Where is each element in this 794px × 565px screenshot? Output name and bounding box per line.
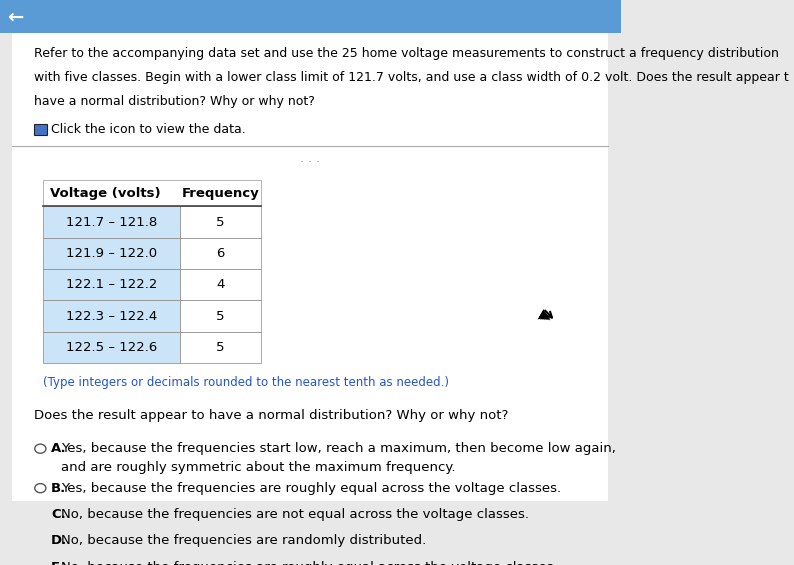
- Text: 122.3 – 122.4: 122.3 – 122.4: [66, 310, 157, 323]
- FancyBboxPatch shape: [34, 124, 47, 135]
- Text: ←: ←: [7, 7, 24, 26]
- FancyBboxPatch shape: [180, 301, 260, 332]
- Text: Voltage (volts): Voltage (volts): [49, 187, 160, 200]
- Text: E.: E.: [51, 560, 65, 565]
- Text: 121.7 – 121.8: 121.7 – 121.8: [66, 216, 157, 229]
- Text: Refer to the accompanying data set and use the 25 home voltage measurements to c: Refer to the accompanying data set and u…: [34, 46, 779, 59]
- FancyBboxPatch shape: [180, 269, 260, 301]
- Text: Click the icon to view the data.: Click the icon to view the data.: [51, 123, 245, 136]
- Text: 122.1 – 122.2: 122.1 – 122.2: [66, 279, 157, 292]
- Text: B.: B.: [51, 481, 66, 494]
- FancyBboxPatch shape: [180, 206, 260, 238]
- FancyBboxPatch shape: [44, 269, 180, 301]
- Text: with five classes. Begin with a lower class limit of 121.7 volts, and use a clas: with five classes. Begin with a lower cl…: [34, 71, 789, 84]
- Text: No, because the frequencies are not equal across the voltage classes.: No, because the frequencies are not equa…: [61, 508, 529, 521]
- Text: D.: D.: [51, 534, 67, 547]
- Circle shape: [35, 563, 46, 565]
- FancyBboxPatch shape: [44, 301, 180, 332]
- FancyBboxPatch shape: [0, 0, 621, 33]
- FancyBboxPatch shape: [44, 180, 260, 206]
- Text: ▶: ▶: [536, 307, 554, 325]
- Text: 5: 5: [216, 310, 225, 323]
- Text: No, because the frequencies are roughly equal across the voltage classes.: No, because the frequencies are roughly …: [61, 560, 557, 565]
- Text: 6: 6: [216, 247, 225, 260]
- FancyBboxPatch shape: [13, 10, 608, 501]
- Text: C.: C.: [51, 508, 66, 521]
- Text: A.: A.: [51, 442, 67, 455]
- Text: 5: 5: [216, 216, 225, 229]
- Text: No, because the frequencies are randomly distributed.: No, because the frequencies are randomly…: [61, 534, 426, 547]
- Circle shape: [35, 536, 46, 545]
- Circle shape: [35, 444, 46, 453]
- Text: Does the result appear to have a normal distribution? Why or why not?: Does the result appear to have a normal …: [34, 408, 508, 421]
- Text: Frequency: Frequency: [182, 187, 260, 200]
- Text: · · ·: · · ·: [300, 156, 320, 169]
- Text: and are roughly symmetric about the maximum frequency.: and are roughly symmetric about the maxi…: [61, 462, 455, 475]
- Text: (Type integers or decimals rounded to the nearest tenth as needed.): (Type integers or decimals rounded to th…: [44, 376, 449, 389]
- FancyBboxPatch shape: [44, 332, 180, 363]
- Text: 121.9 – 122.0: 121.9 – 122.0: [66, 247, 157, 260]
- Text: Yes, because the frequencies are roughly equal across the voltage classes.: Yes, because the frequencies are roughly…: [61, 481, 561, 494]
- Text: 122.5 – 122.6: 122.5 – 122.6: [66, 341, 157, 354]
- Text: 5: 5: [216, 341, 225, 354]
- Text: have a normal distribution? Why or why not?: have a normal distribution? Why or why n…: [34, 95, 315, 108]
- FancyBboxPatch shape: [180, 332, 260, 363]
- Circle shape: [35, 484, 46, 493]
- FancyBboxPatch shape: [180, 238, 260, 269]
- Circle shape: [35, 510, 46, 519]
- FancyBboxPatch shape: [44, 238, 180, 269]
- FancyBboxPatch shape: [44, 206, 180, 238]
- Text: 4: 4: [216, 279, 225, 292]
- Text: Yes, because the frequencies start low, reach a maximum, then become low again,: Yes, because the frequencies start low, …: [61, 442, 615, 455]
